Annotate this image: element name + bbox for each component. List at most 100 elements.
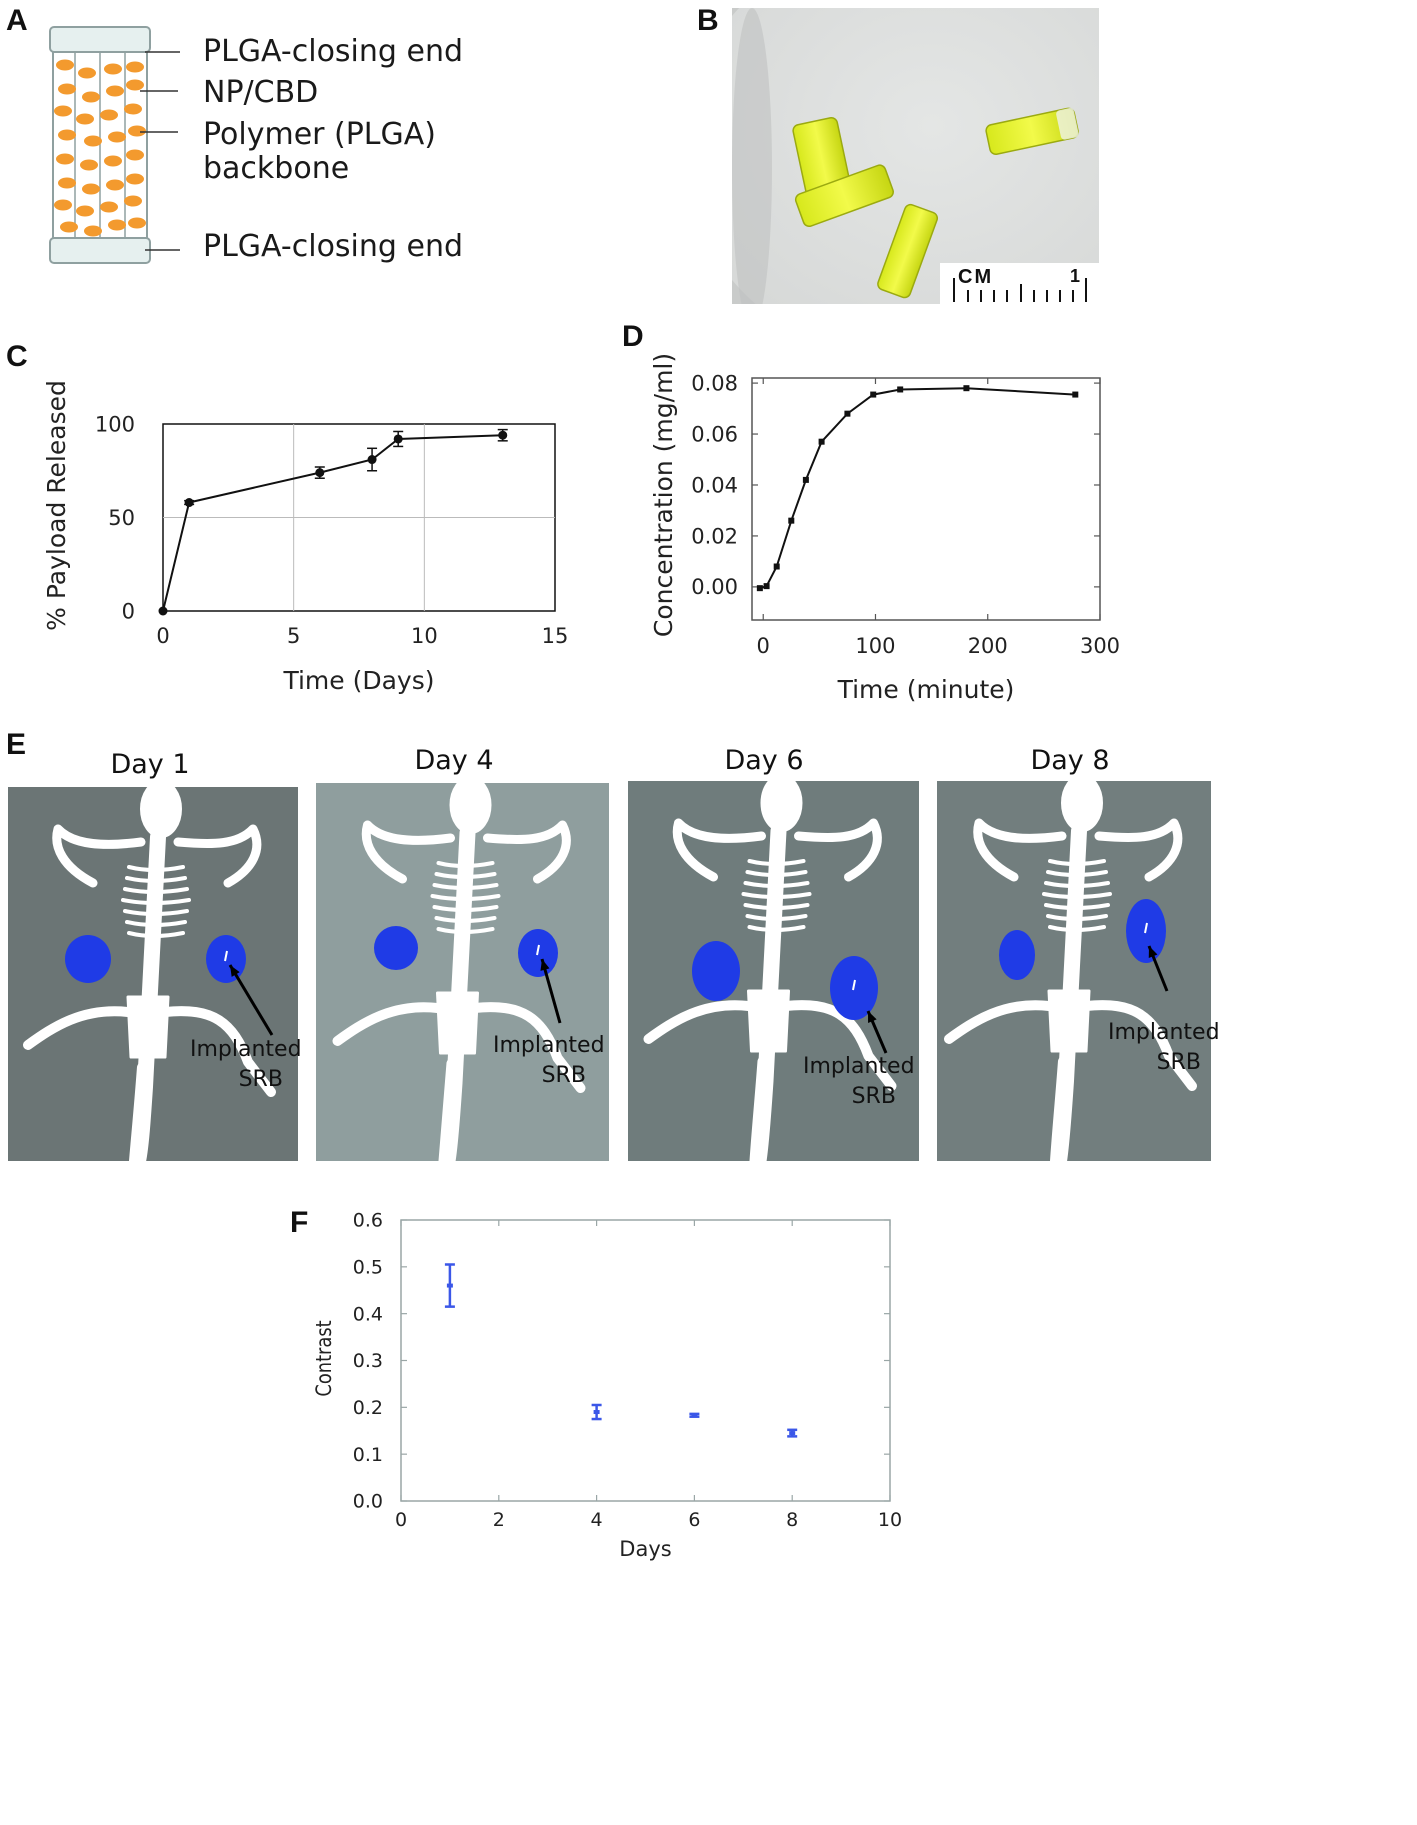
- np-cbd-particle: [124, 195, 142, 207]
- data-point: [818, 438, 825, 445]
- series-line: [759, 387, 1076, 590]
- data-point: [184, 498, 194, 508]
- rib: [434, 872, 497, 879]
- top-cap: [49, 26, 151, 53]
- y-tick-label: 0.0: [353, 1491, 383, 1513]
- forelimb-right: [173, 824, 262, 888]
- y-axis-label: % Payload Released: [42, 380, 71, 631]
- x-tick-label: 8: [786, 1509, 798, 1531]
- rib: [125, 920, 187, 927]
- implant-reference: [692, 941, 740, 1001]
- implant-label-line1: Implanted: [1108, 1020, 1220, 1045]
- y-tick-label: 0: [122, 599, 135, 623]
- np-cbd-particle: [104, 155, 122, 167]
- implant-reference: [999, 930, 1035, 980]
- rib: [434, 916, 497, 923]
- day-4-title: Day 4: [414, 745, 494, 776]
- data-point: [756, 585, 763, 592]
- forelimb-right: [483, 820, 571, 884]
- ct-image-day-8: [937, 781, 1211, 1161]
- rib: [1046, 870, 1108, 877]
- x-axis-label: Time (Days): [282, 666, 434, 695]
- ruler-unit-label: CM: [958, 266, 994, 288]
- rib: [436, 861, 495, 868]
- rib: [432, 905, 499, 912]
- rib: [747, 925, 806, 932]
- annotation-arrow-head: [230, 965, 240, 977]
- label-closing-end-top: PLGA-closing end: [203, 34, 463, 69]
- implant-reference: [374, 926, 418, 970]
- y-tick-label: 0.3: [353, 1350, 383, 1372]
- y-axis-label: Concentration (mg/ml): [649, 353, 678, 637]
- label-np-cbd: NP/CBD: [203, 75, 319, 110]
- x-axis-label: Time (minute): [837, 675, 1015, 704]
- x-tick-label: 200: [968, 634, 1008, 658]
- np-cbd-particle: [78, 67, 96, 79]
- x-tick-label: 4: [591, 1509, 603, 1531]
- implant-photo: [732, 8, 1099, 304]
- implant-label-line2: SRB: [1156, 1050, 1201, 1075]
- day-6-title: Day 6: [724, 745, 804, 776]
- implant-label-day-6: Implanted SRB: [803, 1052, 915, 1112]
- np-cbd-particle: [100, 201, 118, 213]
- np-cbd-particle: [128, 125, 146, 137]
- forelimb-right: [1094, 818, 1183, 882]
- y-tick-label: 0.04: [691, 473, 738, 497]
- panel-f-letter: F: [290, 1206, 309, 1239]
- np-cbd-particle: [126, 149, 144, 161]
- implant-reference: [65, 935, 111, 983]
- annotation-arrow-head: [540, 959, 550, 971]
- y-tick-label: 0.08: [691, 371, 738, 395]
- tail: [1050, 1057, 1066, 1161]
- rib: [1044, 881, 1110, 888]
- x-tick-label: 6: [688, 1509, 700, 1531]
- pelvis: [747, 989, 790, 1053]
- data-point: [963, 385, 970, 392]
- rib: [743, 881, 810, 888]
- x-tick-label: 2: [493, 1509, 505, 1531]
- np-cbd-particle: [128, 217, 146, 229]
- data-point: [788, 517, 795, 524]
- np-cbd-particles: [54, 59, 146, 237]
- y-tick-label: 0.1: [353, 1444, 383, 1466]
- np-cbd-particle: [60, 221, 78, 233]
- implant-diagram: [49, 26, 151, 264]
- panel-d-letter: D: [622, 320, 644, 353]
- implant-label-line1: Implanted: [803, 1054, 915, 1079]
- plot-frame: [400, 1219, 891, 1502]
- data-point: [315, 468, 325, 478]
- pelvis: [436, 991, 479, 1055]
- y-tick-label: 0.02: [691, 524, 738, 548]
- np-cbd-particle: [58, 129, 76, 141]
- x-tick-label: 15: [542, 624, 569, 648]
- np-cbd-particle: [58, 83, 76, 95]
- implant-label-line2: SRB: [541, 1063, 586, 1088]
- x-tick-label: 100: [855, 634, 895, 658]
- data-point: [393, 434, 403, 444]
- implant-rod-4: [985, 107, 1079, 155]
- concentration-chart: 0 100 200 300 0.00 0.02 0.04 0.06 0.08 Time (minu…: [649, 353, 1120, 704]
- implant-rod-2: [794, 164, 894, 228]
- y-tick-label: 50: [108, 506, 135, 530]
- scale-ruler: [940, 263, 1099, 304]
- np-cbd-particle: [124, 103, 142, 115]
- np-cbd-particle: [76, 205, 94, 217]
- diagram-leaders: [140, 51, 180, 251]
- np-cbd-particle: [76, 113, 94, 125]
- rib: [745, 870, 808, 877]
- rib: [430, 894, 501, 901]
- panel-b-letter: B: [697, 4, 719, 37]
- np-cbd-particle: [54, 199, 72, 211]
- implant-rod-3: [877, 203, 939, 299]
- x-axis-label: Days: [619, 1537, 671, 1561]
- label-closing-end-bottom: PLGA-closing end: [203, 229, 463, 264]
- hindlimb-right: [1081, 1000, 1197, 1091]
- series-line: [162, 434, 503, 612]
- np-cbd-particle: [106, 179, 124, 191]
- skeleton: [643, 781, 897, 1161]
- y-tick-label: 0.6: [353, 1210, 383, 1232]
- pelvis: [126, 995, 170, 1059]
- data-point: [789, 1431, 796, 1436]
- skull: [140, 787, 182, 838]
- rib: [743, 903, 810, 910]
